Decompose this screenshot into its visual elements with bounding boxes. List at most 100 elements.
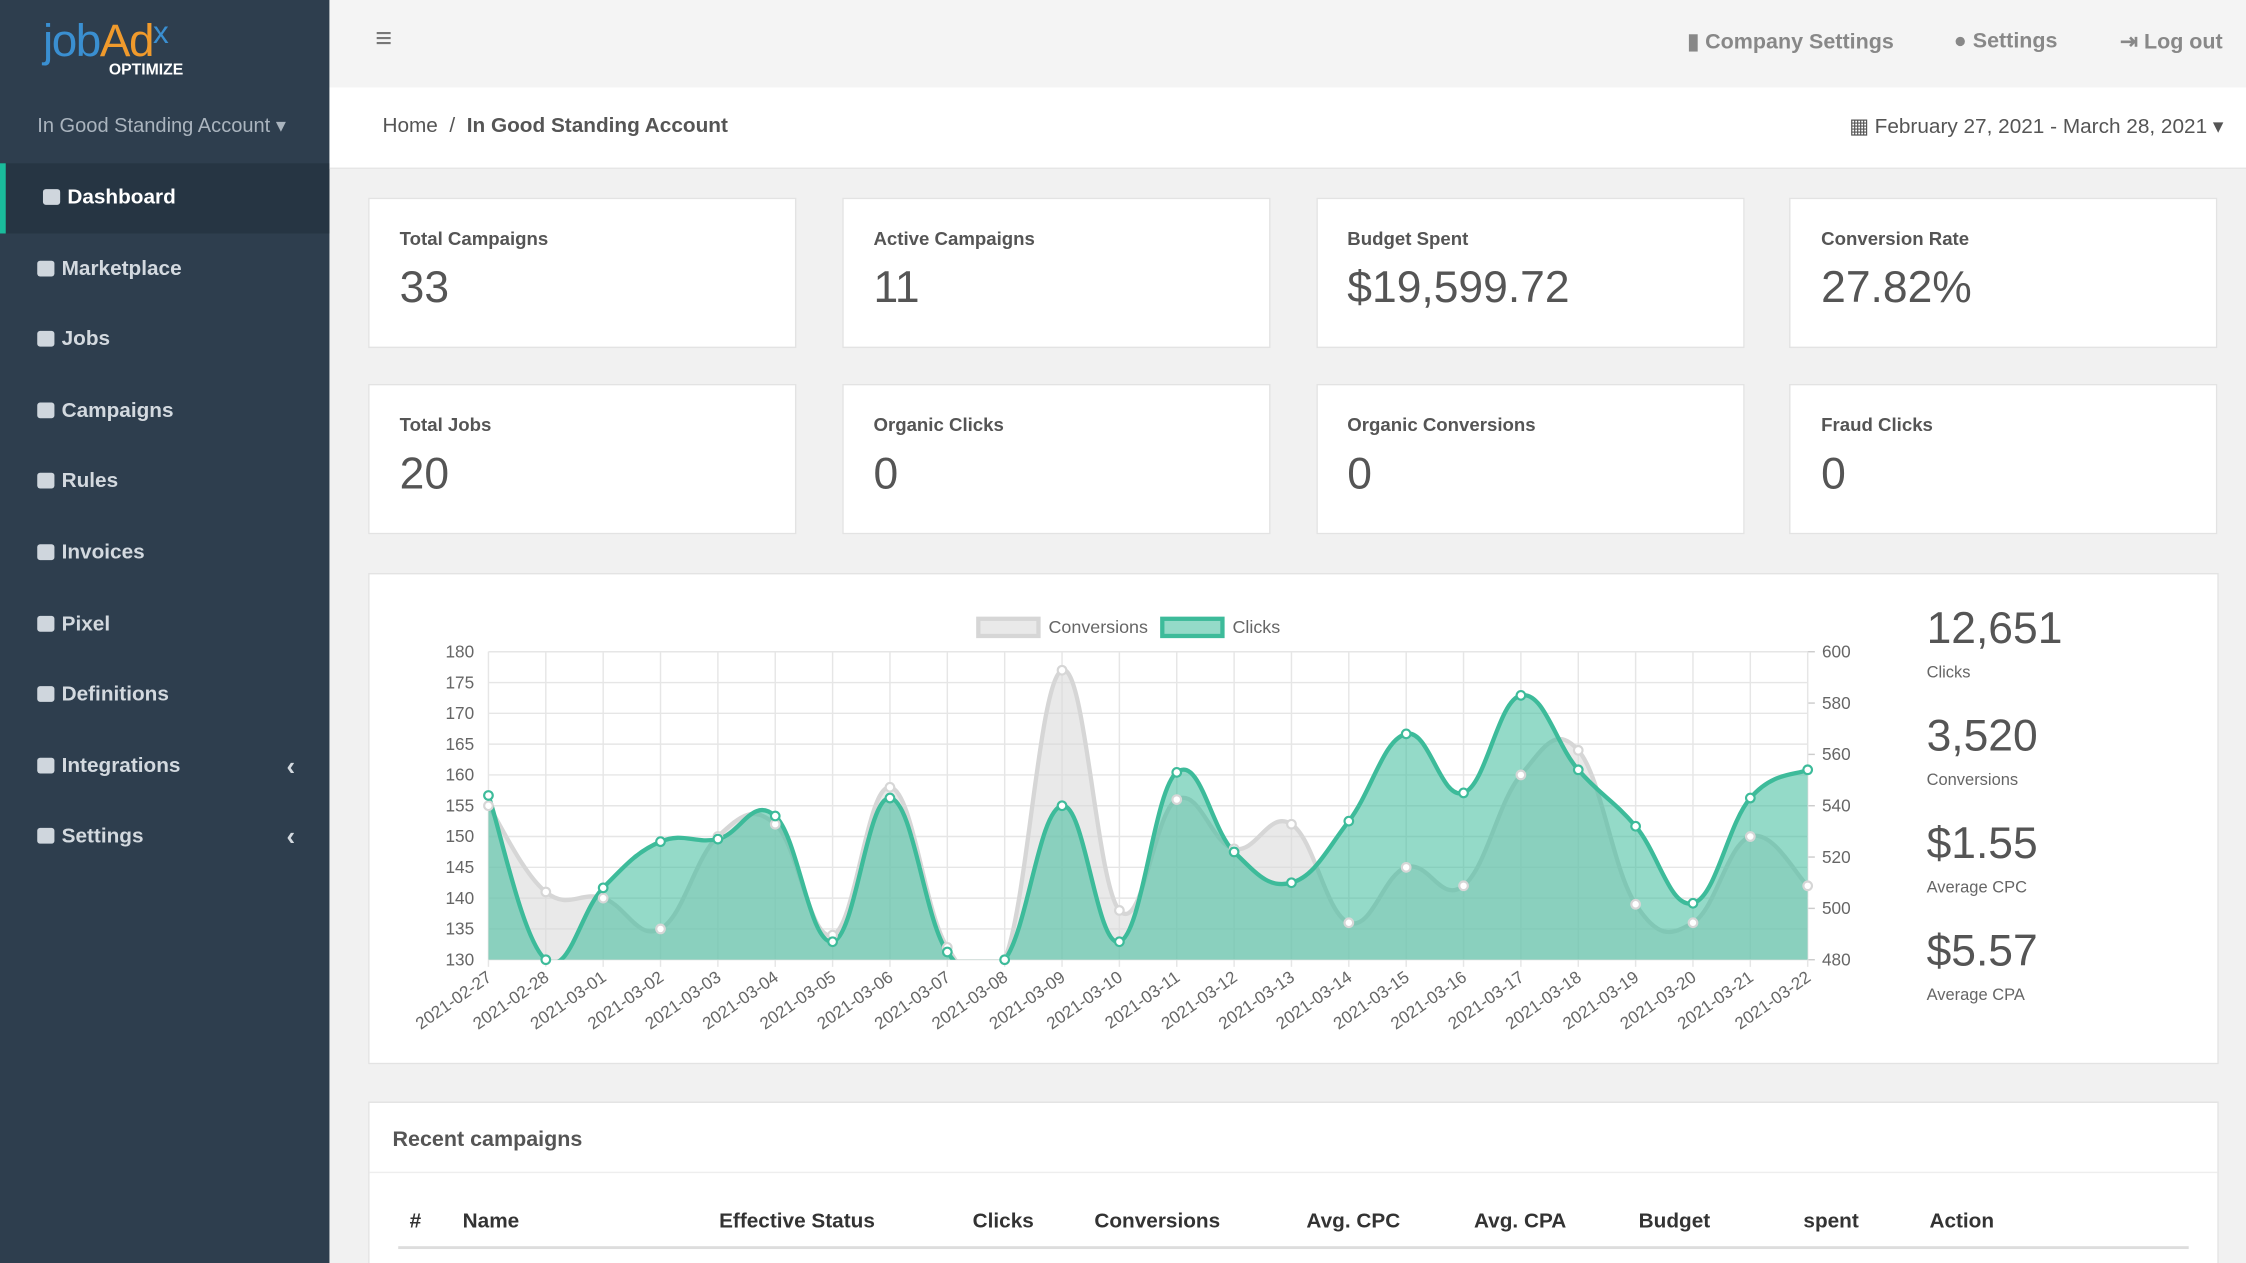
point (655, 923, 666, 935)
stat-label: Conversion Rate (1821, 227, 1970, 250)
stat-card: Active Campaigns 11 (841, 197, 1271, 349)
breadcrumb-home[interactable]: Home (382, 114, 438, 138)
stat-value: 0 (873, 448, 899, 499)
point (1572, 764, 1584, 776)
breadcrumb-bar: Home / In Good Standing Account ▦ Februa… (329, 87, 2246, 170)
logo-text: Ad (99, 14, 155, 66)
stat-value: 20 (399, 448, 450, 499)
point (597, 882, 609, 894)
point (884, 781, 896, 793)
top-bar: ≡ ▮ Company Settings ● Settings ⇥ Log ou… (329, 0, 2246, 88)
summary-value: 3,520 (1926, 710, 2038, 761)
menu-toggle[interactable]: ≡ (375, 22, 393, 55)
account-name: In Good Standing Account (37, 113, 271, 137)
company-settings-link[interactable]: ▮ Company Settings (1687, 30, 1894, 55)
point (1114, 905, 1125, 916)
point (1802, 764, 1814, 776)
column-header: Clicks (972, 1210, 1034, 1234)
nav-item[interactable]: Dashboard (0, 163, 330, 234)
nav-label: Campaigns (61, 399, 174, 423)
stat-label: Fraud Clicks (1821, 413, 1933, 436)
stat-card: Fraud Clicks 0 (1789, 383, 2218, 535)
stat-label: Active Campaigns (873, 227, 1035, 250)
nav-item[interactable]: Jobs (0, 305, 329, 375)
column-header: Conversions (1094, 1210, 1221, 1234)
expand-arrow: ‹ (286, 822, 296, 852)
stat-value: 11 (873, 262, 920, 313)
column-header: Avg. CPC (1306, 1210, 1401, 1234)
point (1515, 769, 1527, 781)
stat-card: Total Campaigns 33 (368, 197, 797, 349)
y2-tick-label: 580 (1822, 693, 1851, 713)
summary-value: 12,651 (1926, 603, 2063, 654)
stat-label: Organic Clicks (873, 413, 1004, 436)
point (597, 892, 609, 904)
nav-item[interactable]: Campaigns (0, 376, 329, 446)
nav-item[interactable]: Settings ‹ (0, 803, 329, 873)
nav-label: Pixel (61, 612, 111, 636)
legend-label: Clicks (1232, 617, 1280, 637)
y2-tick-label: 480 (1822, 949, 1851, 969)
header-rule (398, 1246, 2189, 1250)
logout-link[interactable]: ⇥ Log out (2119, 30, 2223, 55)
column-header: Name (462, 1210, 520, 1234)
nav-item[interactable]: Integrations ‹ (0, 732, 329, 802)
stat-value: 33 (399, 262, 450, 313)
nav-item[interactable]: Marketplace (0, 234, 329, 304)
point (999, 954, 1011, 966)
link-text: Company Settings (1705, 30, 1894, 55)
stat-value: 0 (1821, 448, 1846, 499)
point (540, 886, 552, 898)
point (1687, 917, 1699, 929)
nav-label: Jobs (61, 328, 111, 352)
logo[interactable]: jobAdx (42, 14, 169, 67)
point (1171, 794, 1183, 805)
account-switch[interactable]: In Good Standing Account ▾ (37, 113, 286, 137)
stat-label: Organic Conversions (1347, 413, 1536, 436)
nav-icon (37, 473, 55, 490)
column-header: Avg. CPA (1473, 1210, 1567, 1234)
point (1630, 820, 1641, 832)
y-tick-label: 130 (445, 949, 474, 969)
stat-label: Budget Spent (1347, 227, 1469, 250)
y-tick-label: 180 (445, 641, 474, 661)
nav-icon (37, 544, 55, 561)
point (1744, 831, 1756, 842)
series-area (488, 695, 1808, 960)
y-tick-label: 145 (445, 857, 474, 877)
stat-card: Organic Conversions 0 (1315, 383, 1745, 535)
settings-link[interactable]: ● Settings (1953, 28, 2058, 53)
breadcrumb-current: In Good Standing Account (466, 114, 728, 138)
y-tick-label: 165 (445, 734, 474, 754)
nav-item[interactable]: Definitions (0, 661, 329, 731)
nav-label: Invoices (61, 541, 145, 565)
stat-value: $19,599.72 (1347, 262, 1570, 313)
nav-label: Marketplace (61, 257, 182, 281)
nav-item[interactable]: Invoices (0, 519, 329, 589)
breadcrumb: Home / In Good Standing Account (382, 114, 728, 138)
nav-item[interactable]: Pixel (0, 590, 329, 660)
point (483, 800, 494, 812)
point (540, 954, 552, 966)
summary-value: $5.57 (1926, 925, 2038, 976)
date-range-picker[interactable]: ▦ February 27, 2021 - March 28, 2021 ▾ (1849, 116, 2224, 139)
stat-value: 0 (1347, 448, 1373, 499)
link-text: Log out (2143, 30, 2223, 55)
y-tick-label: 170 (445, 703, 474, 723)
logo-text: job (42, 14, 101, 66)
point (1114, 936, 1125, 948)
point (1458, 787, 1469, 799)
nav-item[interactable]: Rules (0, 447, 329, 517)
y-tick-label: 175 (445, 672, 474, 692)
point (769, 810, 781, 822)
stat-card: Organic Clicks 0 (841, 383, 1271, 535)
stat-card: Conversion Rate 27.82% (1789, 197, 2218, 349)
nav-icon (37, 828, 55, 845)
point (1228, 846, 1240, 858)
y2-tick-label: 600 (1822, 641, 1851, 661)
y2-tick-label: 540 (1822, 795, 1851, 815)
legend-label: Conversions (1049, 617, 1148, 637)
nav-label: Dashboard (67, 186, 176, 210)
point (655, 836, 666, 848)
